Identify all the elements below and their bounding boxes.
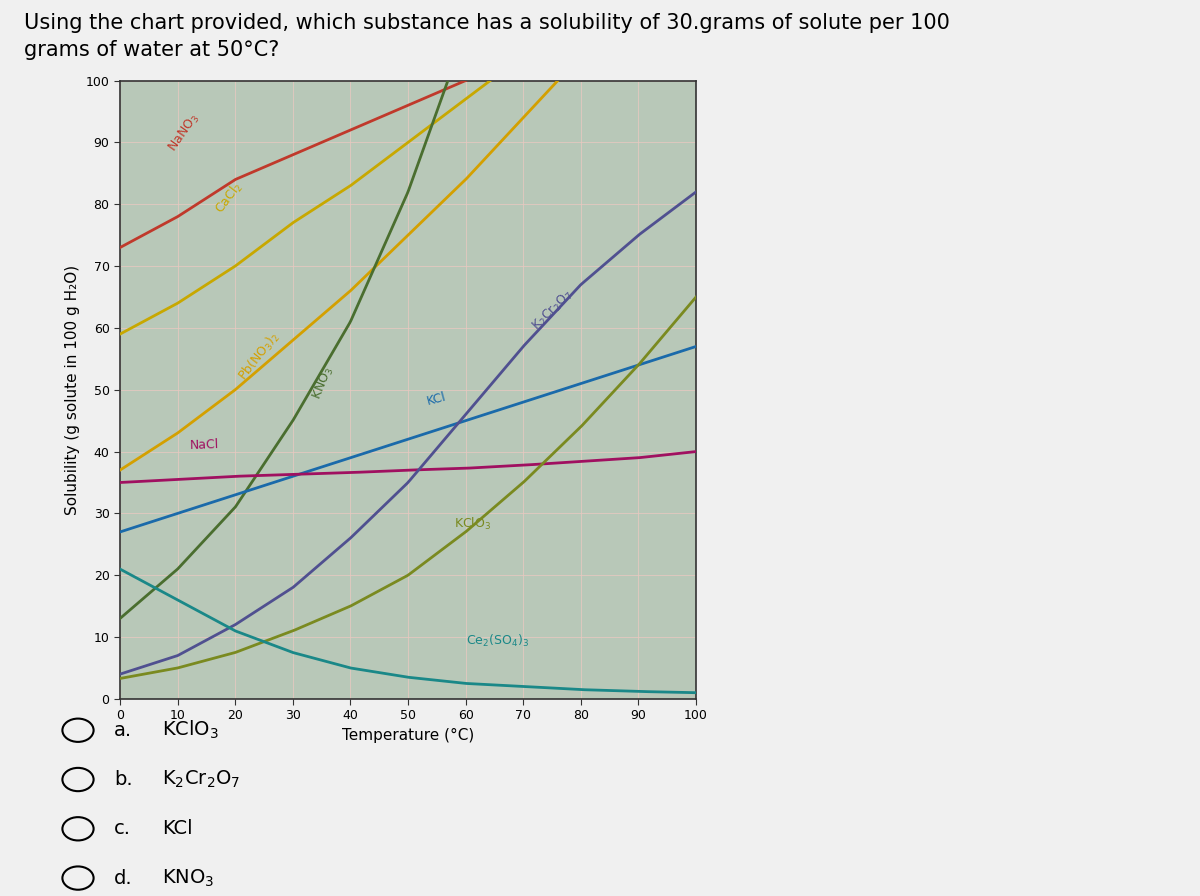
Text: KClO$_3$: KClO$_3$	[162, 719, 218, 741]
Text: KCl: KCl	[425, 391, 448, 409]
Text: K$_2$Cr$_2$O$_7$: K$_2$Cr$_2$O$_7$	[529, 288, 576, 334]
Text: KClO$_3$: KClO$_3$	[454, 516, 491, 532]
Text: KCl: KCl	[162, 819, 193, 839]
Text: K$_2$Cr$_2$O$_7$: K$_2$Cr$_2$O$_7$	[162, 769, 240, 790]
Text: Pb(NO$_3$)$_2$: Pb(NO$_3$)$_2$	[235, 329, 283, 383]
Text: KNO$_3$: KNO$_3$	[162, 867, 215, 889]
Text: a.: a.	[114, 720, 132, 740]
Text: NaNO$_3$: NaNO$_3$	[166, 111, 203, 155]
Text: Using the chart provided, which substance has a solubility of 30.grams of solute: Using the chart provided, which substanc…	[24, 13, 950, 33]
Text: grams of water at 50°C?: grams of water at 50°C?	[24, 40, 280, 60]
Text: CaCl$_2$: CaCl$_2$	[212, 179, 246, 217]
Text: c.: c.	[114, 819, 131, 839]
Y-axis label: Solubility (g solute in 100 g H₂O): Solubility (g solute in 100 g H₂O)	[65, 264, 80, 515]
Text: b.: b.	[114, 770, 133, 789]
X-axis label: Temperature (°C): Temperature (°C)	[342, 728, 474, 743]
Text: Ce$_2$(SO$_4$)$_3$: Ce$_2$(SO$_4$)$_3$	[466, 633, 529, 650]
Text: NaCl: NaCl	[190, 437, 218, 452]
Text: d.: d.	[114, 868, 133, 888]
Text: KNO$_3$: KNO$_3$	[310, 365, 337, 402]
